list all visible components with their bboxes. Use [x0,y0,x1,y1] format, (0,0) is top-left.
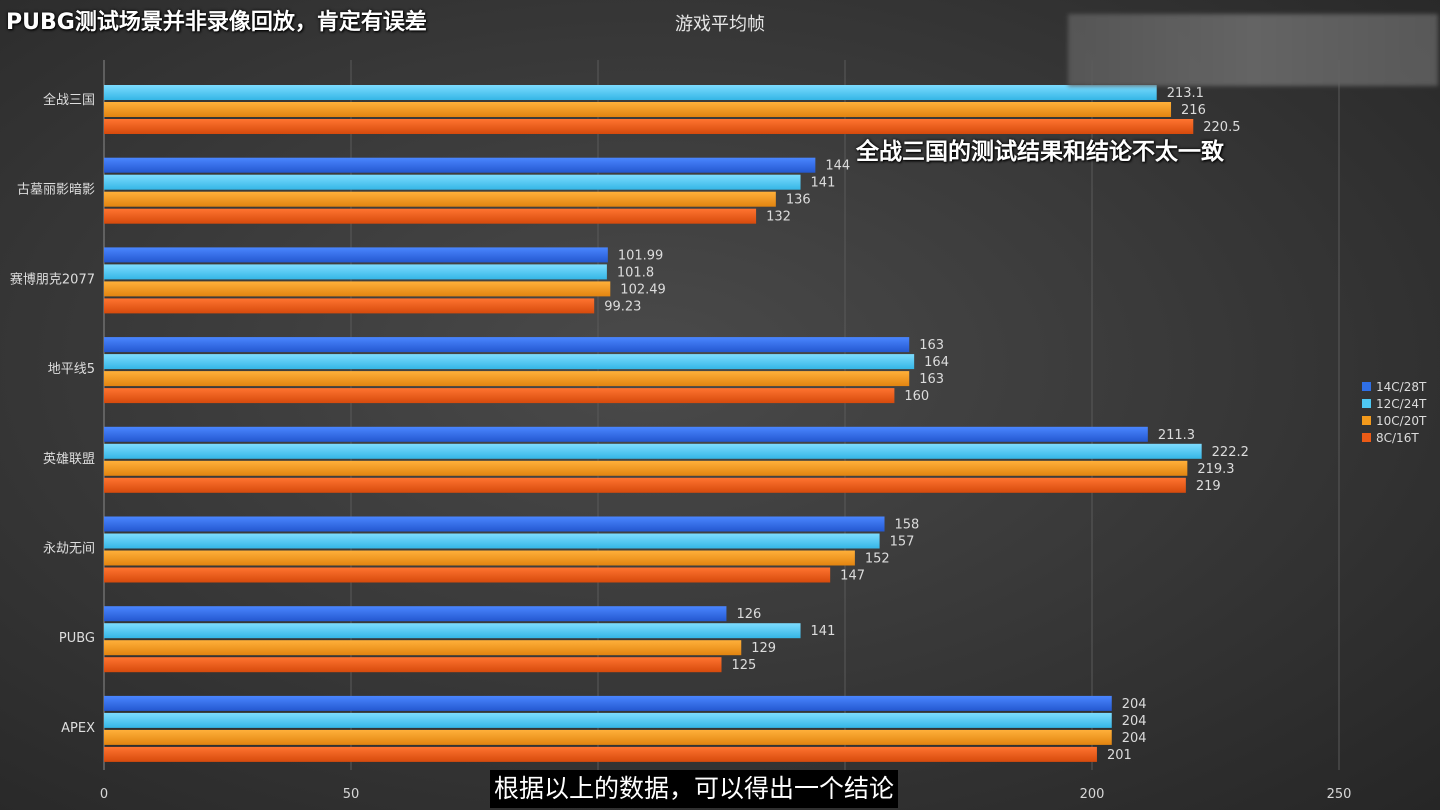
data-label: 219 [1196,479,1221,494]
bar [104,85,1157,100]
bar [104,208,757,224]
x-tick-label: 250 [1327,787,1352,802]
legend-label: 14C/28T [1376,379,1427,394]
bar [104,388,895,404]
data-label: 101.8 [617,265,654,280]
bar [104,477,1186,493]
data-label: 204 [1122,714,1147,729]
category-label: 全战三国 [43,92,95,108]
x-tick-label: 200 [1080,787,1105,802]
bar [104,371,910,387]
data-label: 163 [919,338,944,353]
bar [104,516,885,532]
data-label: 201 [1107,748,1132,763]
legend-swatch [1362,416,1371,425]
data-label: 125 [732,658,757,673]
legend-item: 14C/28T [1362,378,1426,395]
data-label: 152 [865,552,890,567]
data-label: 204 [1122,697,1147,712]
subtitle-caption: 根据以上的数据，可以得出一个结论 [490,770,899,808]
bar [104,191,776,207]
category-label: 地平线5 [48,362,95,377]
data-label: 220.5 [1203,120,1240,135]
category-label: 古墓丽影暗影 [17,183,95,198]
bar [104,533,880,549]
bar [104,174,801,190]
data-label: 211.3 [1158,428,1195,443]
bar [104,729,1112,745]
bar [104,695,1112,711]
data-label: 158 [895,518,920,533]
data-label: 213.1 [1167,86,1204,101]
data-label: 147 [840,569,865,584]
data-label: 132 [766,210,791,225]
x-tick-label: 50 [343,787,360,802]
legend-label: 10C/20T [1376,413,1427,428]
bar [104,102,1172,117]
bar [104,746,1097,762]
bar [104,281,611,297]
legend-label: 12C/24T [1376,396,1427,411]
data-label: 222.2 [1212,445,1249,460]
bar [104,623,801,639]
chart-legend: 14C/28T 12C/24T 10C/20T 8C/16T [1362,378,1426,446]
bar [104,712,1112,728]
data-label: 164 [924,355,949,370]
video-title-overlay: PUBG测试场景并非录像回放，肯定有误差 [6,10,427,35]
bar [104,337,910,353]
data-label: 160 [904,389,929,404]
data-label: 101.99 [618,248,664,263]
category-label: APEX [61,721,95,736]
data-label: 163 [919,372,944,387]
x-tick-label: 0 [100,787,108,802]
data-label: 157 [890,535,915,550]
legend-swatch [1362,382,1371,391]
data-label: 99.23 [604,299,641,314]
bar [104,426,1148,442]
chart-title: 游戏平均帧 [675,14,765,35]
data-label: 141 [811,176,836,191]
data-label: 136 [786,193,811,208]
data-label: 144 [825,159,850,174]
legend-swatch [1362,399,1371,408]
bar [104,247,608,263]
legend-item: 10C/20T [1362,412,1426,429]
data-label: 216 [1181,103,1206,118]
bar [104,550,855,566]
bar [104,567,831,583]
legend-item: 12C/24T [1362,395,1426,412]
bar [104,264,607,280]
data-label: 102.49 [620,282,666,297]
bar [104,460,1188,476]
data-label: 204 [1122,731,1147,746]
data-label: 126 [736,607,761,622]
data-label: 219.3 [1197,462,1234,477]
category-label: 永劫无间 [43,542,95,557]
bar [104,298,595,314]
bar [104,119,1194,134]
bar [104,640,742,656]
legend-swatch [1362,433,1371,442]
data-label: 141 [811,624,836,639]
bar [104,443,1202,459]
category-label: PUBG [59,631,95,646]
bar [104,354,915,370]
legend-item: 8C/16T [1362,429,1426,446]
bar [104,657,722,673]
bar [104,606,727,622]
annotation-overlay: 全战三国的测试结果和结论不太一致 [856,139,1224,165]
category-label: 赛博朋克2077 [10,271,95,287]
legend-label: 8C/16T [1376,430,1419,445]
category-label: 英雄联盟 [43,452,95,467]
data-label: 129 [751,641,776,656]
bar [104,157,816,173]
bars [104,85,1202,762]
blurred-watermark [1068,14,1438,86]
